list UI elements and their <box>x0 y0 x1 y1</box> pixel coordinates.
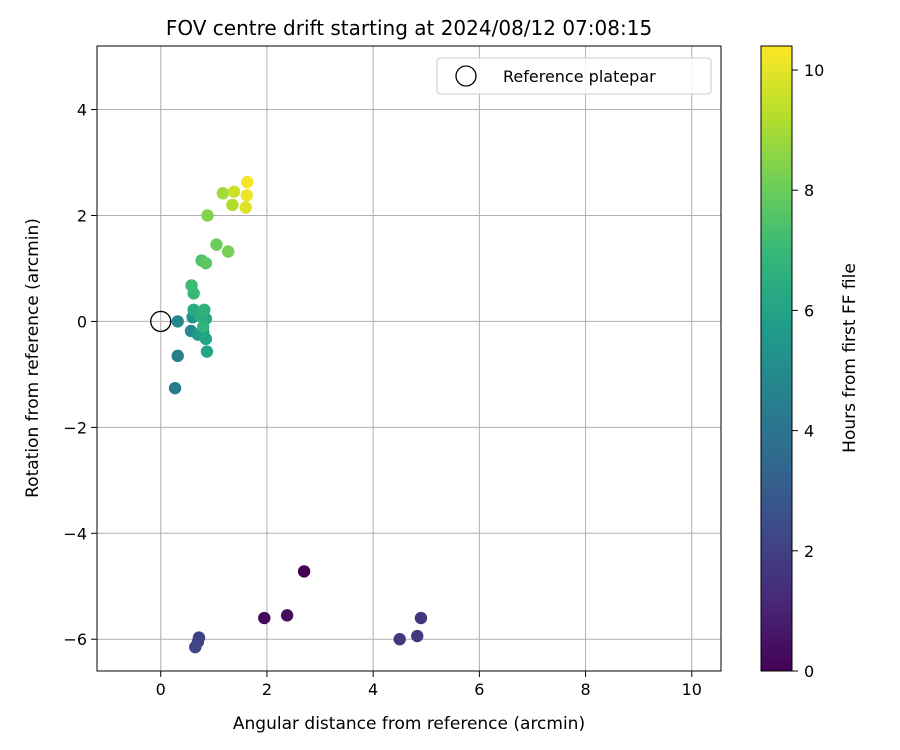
grid-lines <box>97 46 721 671</box>
y-axis: −6 −4 −2 0 2 4 <box>63 101 97 649</box>
colorbar: 0 2 4 6 8 10 <box>760 45 824 681</box>
scatter-point <box>241 175 254 189</box>
scatter-point <box>168 381 182 395</box>
scatter-point <box>189 640 202 654</box>
reference-platepar-marker <box>150 310 172 333</box>
scatter-point <box>198 303 211 316</box>
scatter-point <box>185 279 198 292</box>
y-tick-label: 4 <box>77 101 87 120</box>
x-tick-label: 10 <box>682 680 702 699</box>
y-axis-label: Rotation from reference (arcmin) <box>23 218 43 498</box>
y-tick-label: −2 <box>63 418 87 437</box>
colorbar-label: Hours from first FF file <box>840 263 860 453</box>
scatter-point <box>258 611 271 625</box>
plot-frame <box>96 45 722 672</box>
plot-area <box>150 175 428 654</box>
scatter-point <box>201 209 214 222</box>
y-tick-label: −6 <box>63 630 87 649</box>
scatter-point <box>199 332 213 346</box>
x-tick-label: 6 <box>474 680 484 699</box>
scatter-point <box>414 611 428 625</box>
scatter-point <box>393 633 406 646</box>
colorbar-tick-label: 6 <box>804 301 814 320</box>
scatter-point <box>171 349 184 363</box>
scatter-point <box>221 245 235 258</box>
scatter-point <box>240 189 253 202</box>
scatter-point <box>199 256 213 270</box>
x-tick-label: 0 <box>156 680 166 699</box>
y-tick-label: 0 <box>77 312 87 331</box>
x-axis-label: Angular distance from reference (arcmin) <box>233 714 585 734</box>
scatter-point <box>239 201 252 214</box>
scatter-point <box>226 198 239 212</box>
scatter-point <box>210 238 223 251</box>
scatter-point <box>216 187 230 200</box>
scatter-point <box>227 185 241 198</box>
legend-label: Reference platepar <box>503 67 656 86</box>
scatter-point <box>200 345 214 358</box>
colorbar-tick-label: 10 <box>804 61 824 80</box>
x-tick-label: 2 <box>262 680 272 699</box>
legend-box <box>436 57 712 95</box>
colorbar-frame <box>760 45 793 672</box>
legend-marker-open-circle <box>455 65 477 87</box>
scatter-point <box>280 609 294 622</box>
scatter-point <box>411 629 424 643</box>
colorbar-gradient <box>761 46 792 671</box>
colorbar-tick-label: 8 <box>804 181 814 200</box>
y-tick-label: 2 <box>77 206 87 225</box>
colorbar-tick-label: 4 <box>804 422 814 441</box>
scatter-point <box>171 315 184 328</box>
colorbar-tick-label: 2 <box>804 542 814 561</box>
x-tick-label: 8 <box>580 680 590 699</box>
scatter-point <box>297 565 311 578</box>
chart-title: FOV centre drift starting at 2024/08/12 … <box>166 16 652 40</box>
y-tick-label: −4 <box>63 524 87 543</box>
scatter-point <box>197 320 210 333</box>
legend: Reference platepar <box>436 57 712 95</box>
x-tick-label: 4 <box>368 680 378 699</box>
x-axis: 0 2 4 6 8 10 <box>156 671 702 699</box>
colorbar-tick-label: 0 <box>804 662 814 681</box>
